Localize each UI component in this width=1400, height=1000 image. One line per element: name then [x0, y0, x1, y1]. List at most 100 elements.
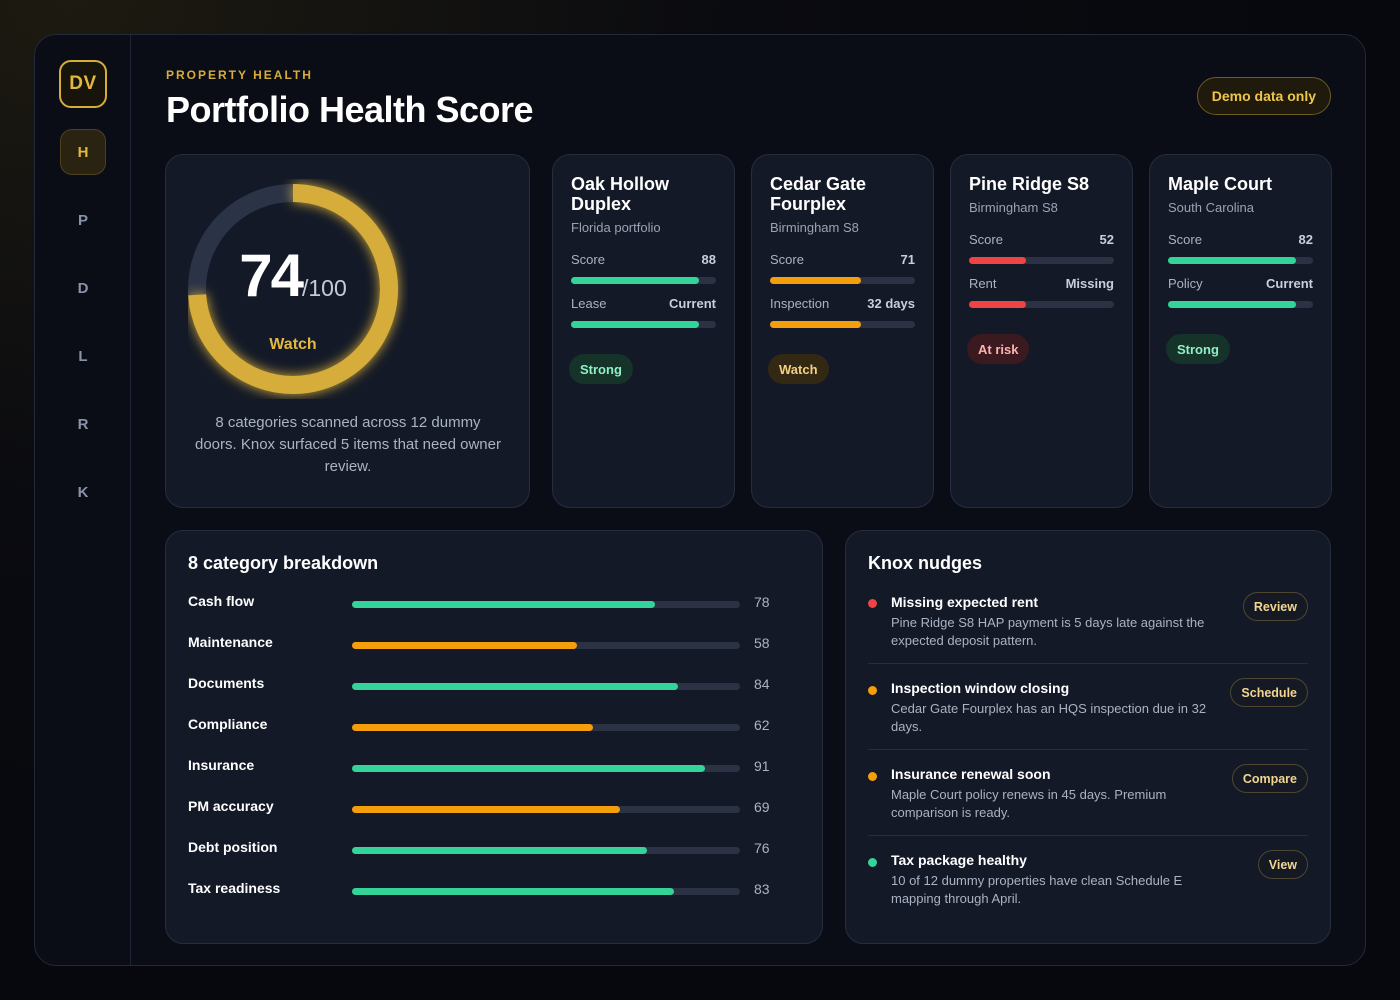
category-bar [352, 847, 740, 854]
property-metric: Score 82 [1168, 232, 1313, 264]
nudge-text: Maple Court policy renews in 45 days. Pr… [891, 787, 1167, 820]
page-title: Portfolio Health Score [166, 89, 534, 130]
status-dot-icon [868, 858, 877, 867]
category-bar [352, 724, 740, 731]
score-gauge: 74/100 Watch [188, 179, 408, 399]
category-bar-fill [352, 724, 593, 731]
metric-label: Policy [1168, 276, 1203, 291]
sidebar-item-k[interactable]: K [77, 483, 89, 501]
category-bar [352, 765, 740, 772]
property-name: Maple Court [1168, 174, 1273, 194]
schedule-button[interactable]: Schedule [1230, 678, 1308, 707]
view-button[interactable]: View [1257, 850, 1308, 879]
category-label: Compliance [188, 716, 268, 732]
metric-value: Current [669, 296, 716, 311]
category-row: Compliance 62 [188, 716, 798, 738]
category-label: Tax readiness [188, 880, 281, 896]
category-value: 62 [754, 717, 770, 733]
property-name: Pine Ridge S8 [969, 174, 1090, 194]
category-row: PM accuracy 69 [188, 798, 798, 820]
score-max: /100 [301, 275, 347, 301]
category-breakdown-card: 8 category breakdown Cash flow 78 Mainte… [165, 530, 823, 944]
sidebar-item-r[interactable]: R [77, 415, 89, 433]
category-row: Maintenance 58 [188, 634, 798, 656]
property-metric: Rent Missing [969, 276, 1114, 308]
category-label: Documents [188, 675, 265, 691]
metric-label: Inspection [770, 296, 830, 311]
category-value: 69 [754, 799, 770, 815]
property-subtitle: South Carolina [1168, 200, 1254, 215]
status-badge: At risk [967, 334, 1030, 364]
sidebar-item-l[interactable]: L [78, 347, 88, 365]
sidebar-item-p[interactable]: P [77, 211, 88, 229]
property-card[interactable]: Cedar Gate Fourplex Birmingham S8 Score 7… [751, 154, 934, 508]
metric-bar [1168, 301, 1313, 308]
metric-label: Score [1168, 232, 1202, 247]
metric-value: 71 [900, 252, 915, 267]
metric-bar-fill [770, 321, 862, 328]
property-name: Cedar Gate Fourplex [770, 174, 867, 214]
metric-value: 32 days [867, 296, 915, 311]
metric-label: Score [571, 252, 605, 267]
metric-bar-fill [1168, 257, 1296, 264]
logo[interactable]: DV [59, 60, 107, 108]
category-bar-fill [352, 642, 578, 649]
property-metric: Score 52 [969, 232, 1114, 264]
metric-bar-fill [571, 277, 699, 284]
property-card[interactable]: Oak Hollow Duplex Florida portfolio Scor… [552, 154, 735, 508]
metric-bar [770, 277, 915, 284]
gauge-progress [188, 184, 398, 394]
category-label: Debt position [188, 839, 278, 855]
category-row: Insurance 91 [188, 757, 798, 779]
nudges-title: Knox nudges [868, 553, 983, 573]
page-eyebrow: PROPERTY HEALTH [166, 68, 313, 82]
category-bar-fill [352, 847, 647, 854]
compare-button[interactable]: Compare [1231, 764, 1308, 793]
status-badge: Watch [768, 354, 829, 384]
status-badge: Strong [569, 354, 633, 384]
nudge-text: 10 of 12 dummy properties have clean Sch… [891, 873, 1183, 906]
score-value-group: 74/100 [188, 241, 398, 310]
status-badge: Strong [1166, 334, 1230, 364]
category-row: Documents 84 [188, 675, 798, 697]
metric-bar [1168, 257, 1313, 264]
property-subtitle: Florida portfolio [571, 220, 661, 235]
sidebar-item-d[interactable]: D [77, 279, 89, 297]
nudge-title: Missing expected rent [891, 594, 1039, 610]
nudge-item: Insurance renewal soon Maple Court polic… [868, 749, 1308, 835]
property-card[interactable]: Maple Court South Carolina Score 82 Polic… [1149, 154, 1332, 508]
property-name: Oak Hollow Duplex [571, 174, 670, 214]
metric-value: Current [1266, 276, 1313, 291]
category-bar-fill [352, 765, 706, 772]
metric-value: 52 [1099, 232, 1114, 247]
score-value: 74 [239, 242, 304, 309]
category-label: Insurance [188, 757, 255, 773]
category-bar-fill [352, 888, 675, 895]
review-button[interactable]: Review [1242, 592, 1308, 621]
metric-bar [571, 321, 716, 328]
property-metric: Score 71 [770, 252, 915, 284]
property-metric: Inspection 32 days [770, 296, 915, 328]
metric-bar [571, 277, 716, 284]
property-subtitle: Birmingham S8 [969, 200, 1058, 215]
sidebar-item-h[interactable]: H [60, 129, 106, 175]
property-metric: Score 88 [571, 252, 716, 284]
nudge-title: Insurance renewal soon [891, 766, 1051, 782]
property-metric: Lease Current [571, 296, 716, 328]
category-bar-fill [352, 683, 678, 690]
breakdown-title: 8 category breakdown [188, 553, 379, 573]
status-dot-icon [868, 686, 877, 695]
category-value: 91 [754, 758, 770, 774]
nudge-title: Inspection window closing [891, 680, 1070, 696]
category-bar-fill [352, 806, 620, 813]
nudge-item: Inspection window closing Cedar Gate Fou… [868, 663, 1308, 749]
metric-value: 82 [1298, 232, 1313, 247]
demo-badge[interactable]: Demo data only [1196, 77, 1331, 115]
category-value: 83 [754, 881, 770, 897]
metric-value: 88 [701, 252, 716, 267]
nudge-item: Missing expected rent Pine Ridge S8 HAP … [868, 587, 1308, 673]
category-bar [352, 806, 740, 813]
app-frame: DV H P D L R K PROPERTY HEALTH Portfolio… [34, 34, 1366, 966]
property-card[interactable]: Pine Ridge S8 Birmingham S8 Score 52 Rent… [950, 154, 1133, 508]
status-dot-icon [868, 772, 877, 781]
